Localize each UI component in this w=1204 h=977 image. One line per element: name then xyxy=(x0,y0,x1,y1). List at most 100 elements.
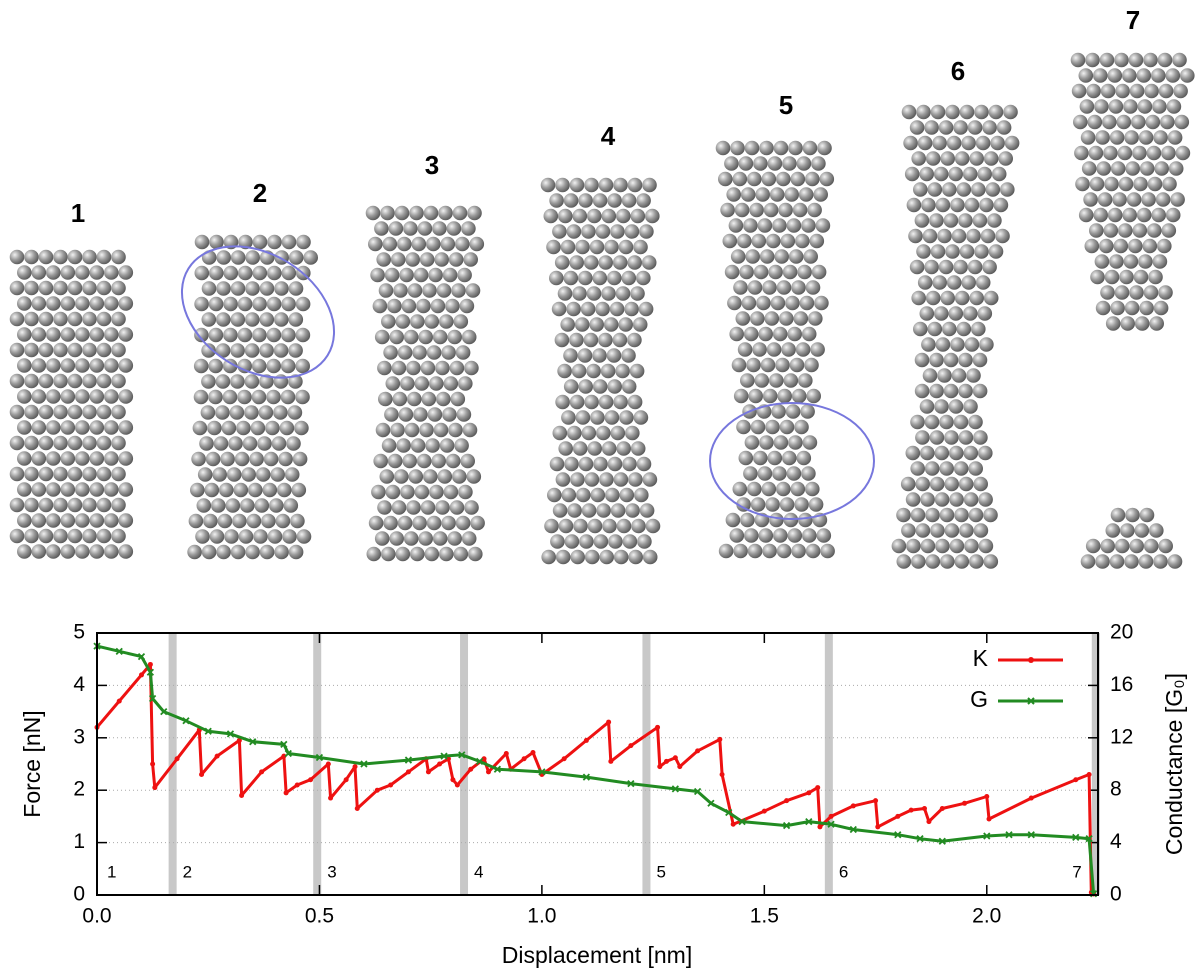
atom xyxy=(413,267,429,283)
x-tick-label: 0.0 xyxy=(82,905,111,928)
atom xyxy=(451,283,466,298)
atom xyxy=(24,342,39,358)
atom xyxy=(255,467,271,482)
atom xyxy=(1081,161,1097,176)
atom xyxy=(275,513,291,529)
atom xyxy=(1129,285,1144,300)
atom xyxy=(1142,238,1158,254)
atom xyxy=(191,451,206,467)
atom xyxy=(621,348,636,363)
point xyxy=(817,824,823,830)
atom xyxy=(800,404,815,419)
atom xyxy=(978,492,993,507)
atom xyxy=(929,430,945,445)
atom xyxy=(245,312,260,327)
atom xyxy=(943,383,959,399)
atom xyxy=(813,187,828,202)
point xyxy=(677,764,683,770)
atom xyxy=(811,264,827,280)
atom xyxy=(89,482,105,497)
atom xyxy=(549,456,565,472)
atom xyxy=(400,484,415,500)
atom xyxy=(592,379,608,394)
atom xyxy=(217,513,233,529)
atom xyxy=(1132,223,1148,238)
atom xyxy=(259,312,275,327)
atom xyxy=(389,531,405,546)
atom xyxy=(295,296,311,312)
point xyxy=(116,698,122,704)
atom xyxy=(598,394,614,410)
atom xyxy=(968,414,983,430)
atom xyxy=(201,281,217,296)
point xyxy=(663,758,669,764)
atom xyxy=(379,469,395,484)
atom xyxy=(808,311,823,326)
atom xyxy=(96,435,112,451)
atom xyxy=(432,221,447,236)
atom xyxy=(38,404,54,420)
atom xyxy=(750,311,765,326)
atom xyxy=(1079,99,1095,114)
atom xyxy=(616,518,632,534)
atom xyxy=(1148,269,1163,285)
atom xyxy=(1151,68,1166,83)
atom xyxy=(60,265,76,280)
atom xyxy=(795,233,810,249)
atom xyxy=(983,507,998,523)
atom xyxy=(925,290,941,306)
atom xyxy=(1084,238,1100,254)
atom xyxy=(945,244,960,259)
atom xyxy=(613,472,629,487)
atom xyxy=(768,264,783,280)
atom xyxy=(733,543,748,559)
atom xyxy=(639,503,655,518)
atom xyxy=(418,531,434,546)
atom xyxy=(209,265,224,281)
atom xyxy=(589,239,605,255)
atom xyxy=(219,482,234,498)
atom xyxy=(552,425,568,441)
atom xyxy=(782,264,798,280)
y2-tick-label: 4 xyxy=(1110,830,1122,853)
atom xyxy=(804,357,819,373)
atom xyxy=(762,388,778,404)
atom xyxy=(118,358,134,373)
atom xyxy=(426,236,441,252)
atom xyxy=(38,249,54,265)
atom xyxy=(929,213,944,228)
atom xyxy=(630,208,646,224)
atom xyxy=(572,208,588,224)
atom xyxy=(1123,99,1138,114)
point xyxy=(328,795,334,801)
atom xyxy=(296,529,312,544)
atom xyxy=(560,239,576,255)
atom xyxy=(269,498,284,513)
atom xyxy=(273,343,289,358)
atom xyxy=(395,314,411,329)
atom xyxy=(1174,114,1190,130)
atom xyxy=(223,265,239,281)
atom xyxy=(17,544,32,559)
atom xyxy=(17,451,32,466)
atom xyxy=(407,391,422,407)
atom xyxy=(551,301,567,317)
atom xyxy=(805,481,820,497)
atom xyxy=(1095,554,1110,569)
atom xyxy=(254,498,270,513)
atom xyxy=(757,466,773,481)
atom xyxy=(791,280,806,295)
atom xyxy=(258,405,274,420)
atom xyxy=(601,286,616,301)
atom xyxy=(24,497,39,513)
atom xyxy=(195,529,210,544)
atom xyxy=(111,280,126,296)
atom xyxy=(806,388,821,404)
atom xyxy=(541,549,556,565)
atom xyxy=(1094,99,1109,114)
atom xyxy=(1168,161,1184,176)
atom xyxy=(779,419,795,435)
atom xyxy=(564,534,580,549)
atom xyxy=(563,348,578,363)
atom xyxy=(1167,554,1183,569)
